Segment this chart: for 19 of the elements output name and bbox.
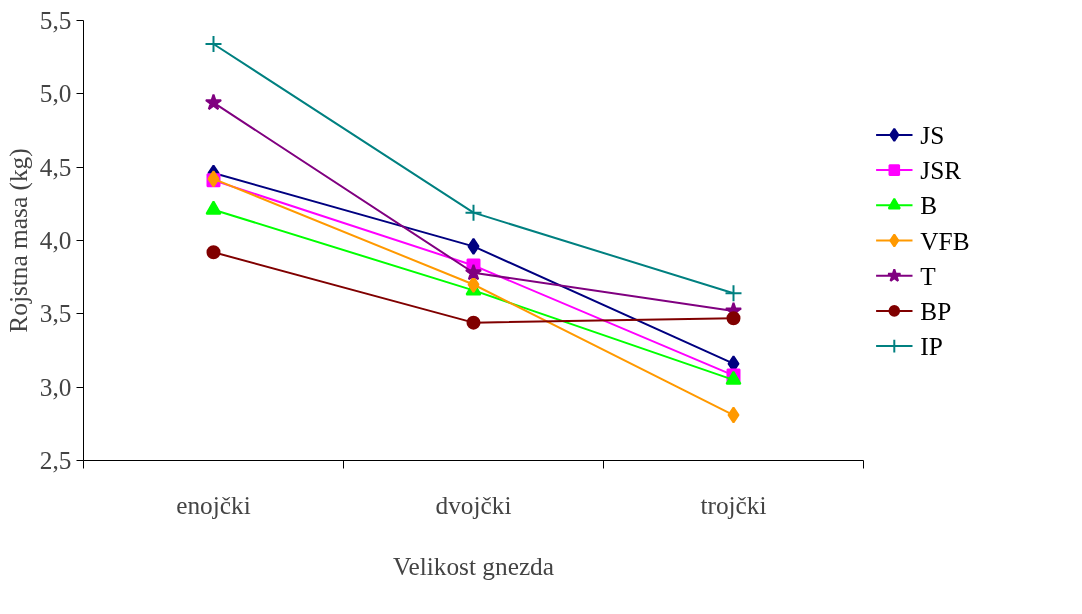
legend-label: BP xyxy=(920,296,952,325)
legend-label: JSR xyxy=(920,156,962,185)
x-tick-label: trojčki xyxy=(700,490,767,519)
legend-label: IP xyxy=(920,332,943,361)
legend-label: JS xyxy=(920,120,945,149)
y-tick-label: 5,0 xyxy=(39,79,72,108)
legend-label: B xyxy=(920,191,938,220)
legend-label: T xyxy=(920,261,937,290)
y-tick-label: 4,0 xyxy=(39,226,72,254)
y-tick-label: 4,5 xyxy=(39,152,72,181)
y-tick-label: 3,0 xyxy=(39,372,72,401)
legend-label: VFB xyxy=(920,226,970,255)
x-axis-title: Velikost gnezda xyxy=(392,551,555,580)
x-tick-label: enojčki xyxy=(176,490,251,519)
x-tick-label: dvojčki xyxy=(435,490,512,519)
y-tick-label: 5,5 xyxy=(39,6,72,34)
y-tick-label: 3,5 xyxy=(39,299,72,328)
y-axis-title: Rojstna masa (kg) xyxy=(3,148,33,333)
y-tick-label: 2,5 xyxy=(39,446,72,474)
